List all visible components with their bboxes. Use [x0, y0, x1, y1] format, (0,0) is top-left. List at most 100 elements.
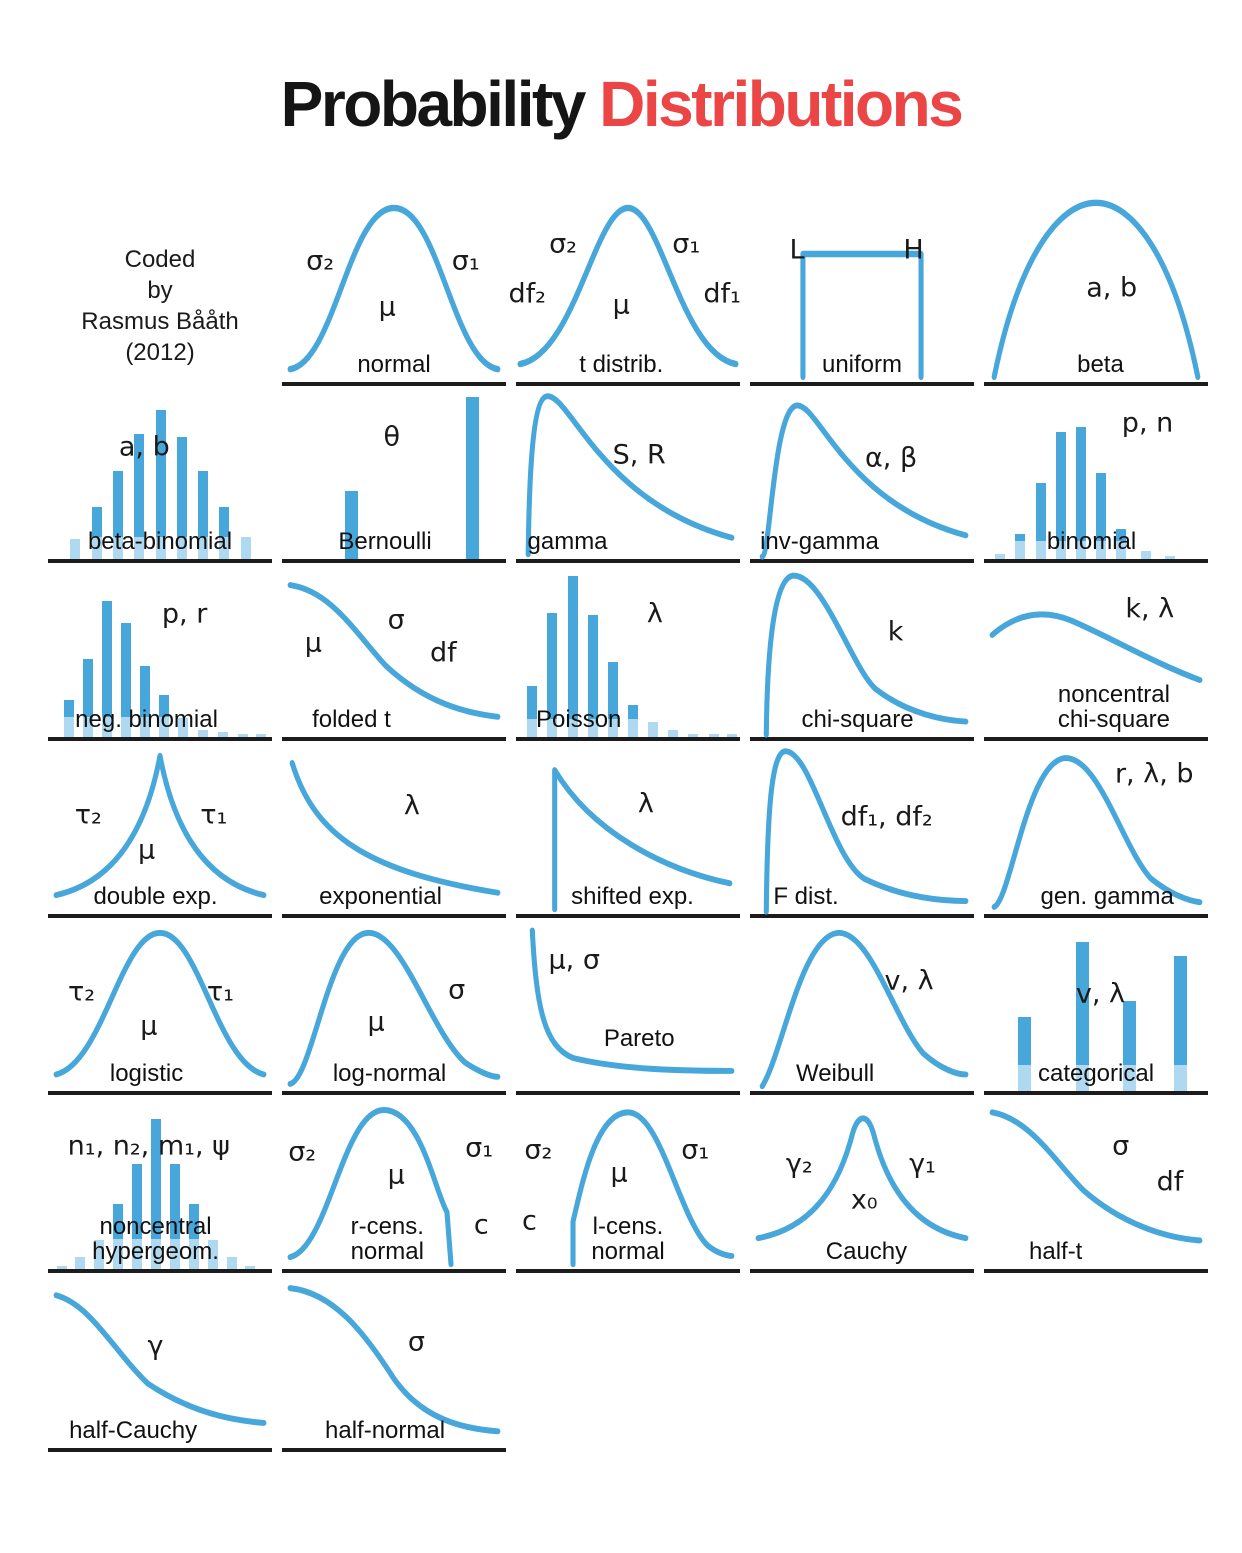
distribution-name: t distrib.: [579, 352, 663, 378]
weibull-plot: [759, 929, 969, 1090]
half-cauchy-param: γ: [147, 1330, 164, 1362]
page-title: Probability Distributions: [0, 72, 1242, 136]
inv-gamma-param: α, β: [865, 442, 918, 474]
distribution-bar: [527, 686, 538, 737]
distribution-bar: [1035, 482, 1046, 559]
cell-shifted-exp: λ shifted exp.: [516, 737, 740, 918]
distribution-name-line: Cauchy: [825, 1238, 908, 1266]
distribution-name-line: binomial: [1046, 528, 1137, 556]
distribution-bar: [93, 1240, 104, 1269]
r-cens-normal-param: σ₁: [465, 1132, 494, 1164]
exponential-param: λ: [403, 790, 420, 822]
pareto-param: μ, σ: [548, 944, 600, 976]
distribution-bar: [132, 1163, 142, 1269]
distribution-bar: [158, 694, 169, 737]
distribution-bar: [198, 471, 209, 559]
distribution-bar: [238, 733, 249, 737]
distribution-name: normal: [357, 352, 430, 378]
cell-r-cens-normal: σ₂ μ σ₁ c r-cens. normal: [282, 1091, 506, 1273]
distribution-bar: [227, 1257, 238, 1269]
distribution-name-line: exponential: [319, 883, 442, 911]
credit-line: Rasmus Bååth (2012): [81, 308, 239, 367]
distribution-name-line: double exp.: [93, 883, 218, 911]
distribution-name: Bernoulli: [338, 528, 432, 556]
log-normal-plot: [287, 929, 501, 1087]
t-distrib-param: σ₁: [672, 228, 701, 260]
noncentral-hypergeom-param: n₁, n₂, m₁, ψ: [67, 1130, 230, 1162]
distribution-curve: [287, 1285, 501, 1435]
distribution-name-line: neg. binomial: [75, 706, 218, 734]
distribution-curve: [287, 929, 501, 1087]
half-cauchy-plot: [53, 1292, 267, 1426]
cell-neg-binomial: p, r neg. binomial: [48, 559, 272, 741]
distribution-bar: [1055, 432, 1066, 559]
distribution-bar: [74, 1257, 85, 1269]
distribution-curve: [53, 1292, 267, 1426]
cell-log-normal: μ σ log-normal: [282, 914, 506, 1095]
cell-credit: Coded by Rasmus Bååth (2012): [48, 190, 272, 382]
distribution-curve: [800, 250, 924, 381]
distribution-bar: [198, 730, 209, 737]
distribution-bar: [668, 730, 679, 737]
credit-line: Coded: [124, 245, 196, 273]
distribution-bar: [344, 491, 358, 559]
cell-l-cens-normal: σ₂ σ₁ μ c l-cens. normal: [516, 1091, 740, 1273]
distribution-name: beta-binomial: [88, 529, 232, 555]
distribution-bar: [587, 614, 598, 737]
l-cens-normal-param: σ₁: [681, 1134, 710, 1166]
gamma-plot: [525, 393, 735, 558]
distribution-name-line: Bernoulli: [338, 528, 432, 556]
half-normal-plot: [287, 1285, 501, 1435]
cell-folded-t: μ σ df folded t: [282, 559, 506, 741]
t-distrib-param: df₁: [703, 278, 741, 310]
cell-half-t: σ df half-t: [984, 1091, 1208, 1273]
log-normal-param: μ: [367, 1006, 385, 1038]
beta-param: a, b: [1086, 272, 1138, 304]
distribution-bar: [1015, 533, 1026, 559]
distribution-curve: [759, 929, 969, 1090]
distribution-name-line: chi-square: [801, 706, 914, 734]
distribution-name: Poisson: [536, 707, 621, 733]
distribution-name: half-Cauchy: [69, 1418, 197, 1444]
title-word-probability: Probability: [280, 68, 587, 140]
cell-exponential: λ exponential: [282, 737, 506, 918]
log-normal-param: σ: [448, 974, 466, 1006]
cell-beta-binomial: a, b beta-binomial: [48, 382, 272, 563]
distribution-name: half-normal: [325, 1418, 445, 1444]
distribution-bar: [465, 396, 479, 559]
distribution-bar: [995, 553, 1006, 559]
distribution-name: F dist.: [773, 884, 838, 910]
distribution-name-line: hypergeom.: [92, 1238, 219, 1266]
cell-bernoulli: θ Bernoulli: [282, 382, 506, 563]
distribution-name-line: gen. gamma: [1040, 883, 1174, 911]
distribution-name: r-cens. normal: [350, 1213, 424, 1265]
half-t-param: df: [1156, 1166, 1184, 1198]
neg-binomial-param: p, r: [161, 598, 208, 630]
f-dist-param: df₁, df₂: [840, 801, 933, 833]
r-cens-normal-param: σ₂: [288, 1136, 317, 1168]
distribution-bar: [1122, 1001, 1136, 1091]
cell-normal: σ₂ μ σ₁ normal: [282, 190, 506, 386]
l-cens-normal-plot: [570, 1109, 735, 1268]
distribution-name-line: r-cens.: [350, 1213, 424, 1241]
distribution-bar: [1075, 942, 1089, 1091]
distribution-curve: [287, 582, 501, 720]
distribution-curve: [529, 927, 735, 1074]
cell-double-exp: τ₂ τ₁ μ double exp.: [48, 737, 272, 918]
distribution-curve: [989, 1109, 1203, 1244]
distribution-bar: [112, 1204, 123, 1269]
distribution-bar: [1165, 555, 1176, 559]
normal-plot: [287, 204, 501, 373]
half-t-param: σ: [1112, 1130, 1130, 1162]
distribution-bar: [151, 1119, 162, 1269]
distribution-bar: [607, 662, 618, 737]
distribution-curve: [991, 755, 1203, 910]
uniform-plot: [800, 250, 924, 381]
distribution-name-line: Weibull: [795, 1060, 875, 1088]
distribution-name-line: noncentral: [1057, 681, 1170, 709]
cell-noncentral-chi-square: k, λ noncentral chi-square: [984, 559, 1208, 741]
distribution-name-line: uniform: [821, 351, 903, 379]
cell-t-distrib: σ₂ σ₁ df₂ df₁ μ t distrib.: [508, 190, 741, 386]
distribution-bar: [120, 623, 131, 737]
